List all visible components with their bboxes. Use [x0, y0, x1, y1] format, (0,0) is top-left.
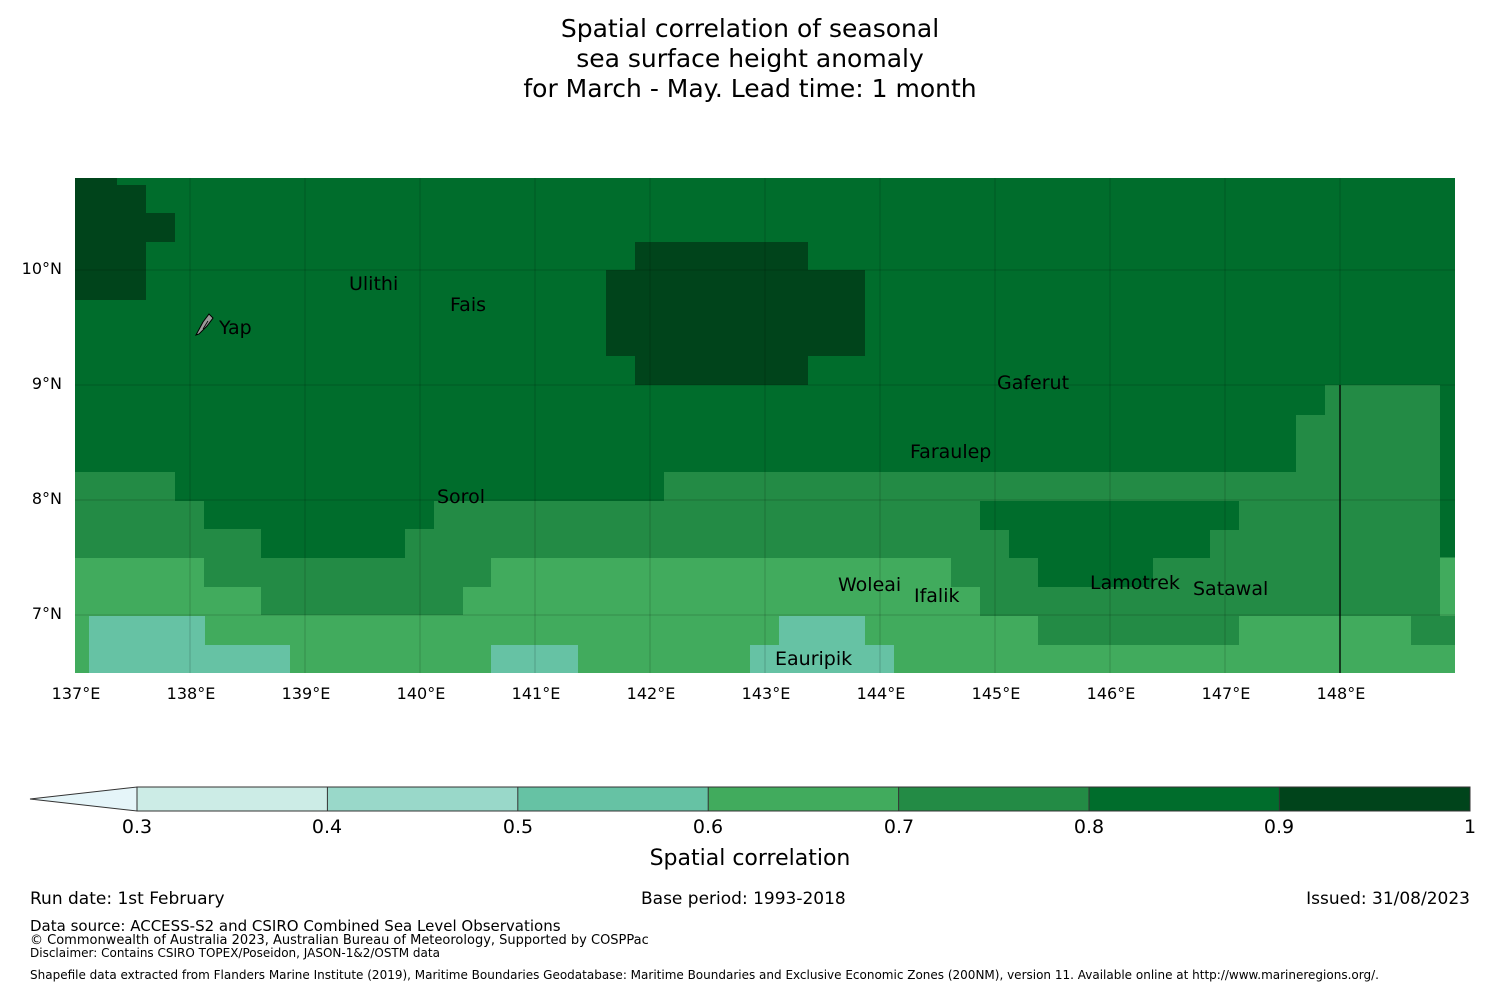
correlation-cell-14 — [779, 616, 865, 645]
correlation-cell-4 — [204, 501, 434, 529]
colorbar-underflow-triangle — [29, 786, 138, 812]
place-label-eauripik: Eauripik — [775, 648, 853, 670]
correlation-cell-7 — [664, 501, 980, 558]
correlation-cell-28 — [1239, 501, 1325, 616]
colorbar-segment-0.9 — [1279, 787, 1470, 811]
place-label-ifalik: Ifalik — [914, 585, 960, 607]
lon-label-144e: 144°E — [856, 684, 906, 703]
place-label-faraulep: Faraulep — [910, 441, 992, 463]
chart-title: Spatial correlation of seasonal sea surf… — [0, 14, 1500, 104]
correlation-cell-31 — [75, 178, 117, 186]
colorbar-segment-0.8 — [1089, 787, 1280, 811]
lon-label-142e: 142°E — [626, 684, 676, 703]
place-label-satawal: Satawal — [1193, 578, 1269, 600]
correlation-cell-6 — [405, 529, 492, 558]
correlation-cell-22 — [1038, 587, 1239, 645]
correlation-cell-29 — [1411, 616, 1455, 645]
colorbar-label: Spatial correlation — [649, 846, 851, 871]
correlation-cells — [75, 178, 1455, 673]
lat-label-7n: 7°N — [31, 604, 62, 623]
colorbar-segment-0.4 — [327, 787, 518, 811]
place-label-ulithi: Ulithi — [349, 273, 399, 295]
correlation-cell-33 — [75, 213, 175, 242]
title-line-1: Spatial correlation of seasonal — [560, 14, 940, 43]
lon-label-137e: 137°E — [51, 684, 101, 703]
disclaimer: Disclaimer: Contains CSIRO TOPEX/Poseido… — [30, 946, 440, 960]
lon-label-141e: 141°E — [511, 684, 561, 703]
correlation-cell-10 — [261, 558, 491, 587]
correlation-cell-3 — [175, 472, 664, 501]
data-source: Data source: ACCESS-S2 and CSIRO Combine… — [30, 917, 561, 935]
correlation-cell-36 — [606, 270, 865, 356]
correlation-cell-32 — [75, 185, 146, 214]
correlation-cell-37 — [635, 355, 808, 385]
correlation-cell-19 — [951, 530, 1009, 558]
correlation-cell-34 — [75, 241, 146, 300]
colorbar-tick-0.8: 0.8 — [1073, 816, 1105, 838]
lon-label-139e: 139°E — [281, 684, 331, 703]
correlation-cell-17 — [1009, 530, 1210, 558]
correlation-cell-25 — [1268, 472, 1297, 501]
issued-date: Issued: 31/08/2023 — [1306, 889, 1470, 909]
correlation-cell-12 — [204, 645, 290, 673]
colorbar-tick-0.3: 0.3 — [121, 816, 153, 838]
place-label-fais: Fais — [450, 294, 487, 316]
title-line-2: sea surface height anomaly — [576, 44, 924, 73]
correlation-cell-9 — [261, 587, 463, 615]
correlation-cell-13 — [491, 645, 578, 673]
lon-label-140e: 140°E — [396, 684, 446, 703]
correlation-cell-5 — [261, 529, 405, 558]
title-line-3: for March - May. Lead time: 1 month — [523, 74, 977, 103]
correlation-cell-23 — [1153, 558, 1210, 587]
base-period: Base period: 1993-2018 — [641, 889, 846, 909]
colorbar-tick-0.7: 0.7 — [883, 816, 915, 838]
lon-label-146e: 146°E — [1086, 684, 1136, 703]
correlation-cell-30 — [1440, 385, 1455, 557]
lat-label-10n: 10°N — [21, 259, 62, 278]
shapefile-credit: Shapefile data extracted from Flanders M… — [30, 968, 1379, 982]
yap-island-icon — [194, 313, 214, 336]
correlation-cell-11 — [89, 616, 205, 673]
colorbar — [29, 786, 1471, 812]
colorbar-tick-0.6: 0.6 — [692, 816, 724, 838]
colorbar-tick-0.9: 0.9 — [1263, 816, 1295, 838]
correlation-cell-27 — [1325, 385, 1440, 616]
colorbar-tick-1: 1 — [1463, 816, 1477, 838]
place-label-woleai: Woleai — [838, 574, 902, 596]
colorbar-tick-0.5: 0.5 — [502, 816, 534, 838]
colorbar-tick-0.4: 0.4 — [311, 816, 343, 838]
lat-label-8n: 8°N — [31, 489, 62, 508]
place-label-yap: Yap — [219, 317, 252, 339]
colorbar-segment-0.5 — [517, 787, 709, 811]
graticule-lines — [75, 178, 1455, 673]
run-date: Run date: 1st February — [30, 889, 225, 909]
correlation-map — [75, 178, 1455, 673]
correlation-cell-21 — [980, 587, 1038, 616]
correlation-cell-16 — [980, 501, 1268, 530]
place-label-sorol: Sorol — [437, 486, 485, 508]
lon-label-138e: 138°E — [166, 684, 216, 703]
lon-label-148e: 148°E — [1316, 684, 1366, 703]
colorbar-segment-0.3 — [137, 787, 328, 811]
lon-label-145e: 145°E — [971, 684, 1021, 703]
colorbar-segment-0.7 — [898, 787, 1089, 811]
copyright-notice: © Commonwealth of Australia 2023, Austra… — [30, 933, 649, 948]
lon-label-147e: 147°E — [1201, 684, 1251, 703]
correlation-cell-35 — [635, 242, 808, 271]
place-label-lamotrek: Lamotrek — [1090, 572, 1180, 594]
lat-label-9n: 9°N — [31, 374, 62, 393]
place-label-gaferut: Gaferut — [997, 372, 1070, 394]
colorbar-segment-0.6 — [708, 787, 899, 811]
correlation-cell-8 — [204, 558, 262, 587]
lon-label-143e: 143°E — [741, 684, 791, 703]
correlation-cell-18 — [1038, 558, 1153, 587]
correlation-cell-20 — [951, 558, 1038, 587]
correlation-cell-26 — [1296, 415, 1325, 472]
correlation-cell-15 — [750, 645, 894, 673]
